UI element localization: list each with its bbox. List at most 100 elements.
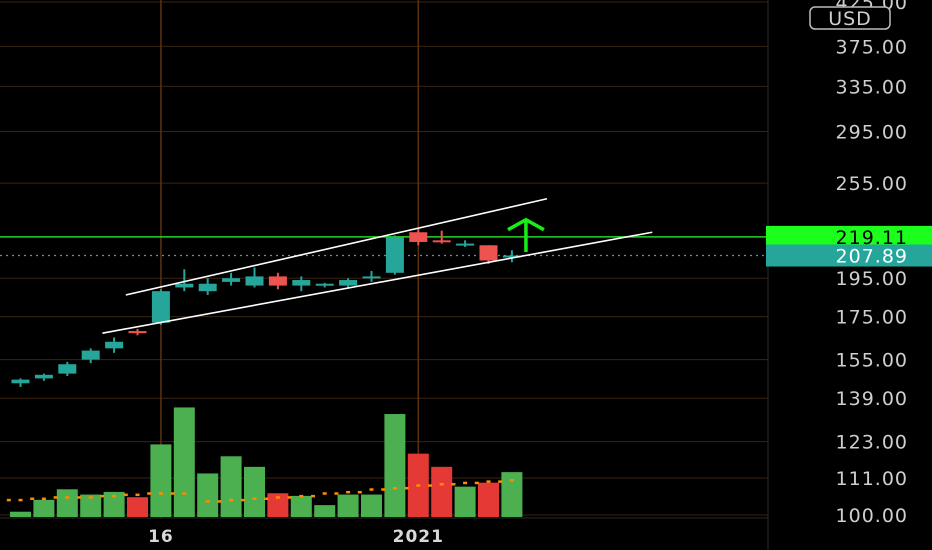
price-tick-label: 335.00 xyxy=(836,76,908,98)
volume-ma-dot xyxy=(30,497,35,501)
candle[interactable] xyxy=(479,245,498,264)
volume-ma-dot xyxy=(240,498,245,502)
candle[interactable] xyxy=(151,289,170,325)
candle[interactable] xyxy=(456,240,475,247)
candle[interactable] xyxy=(362,271,381,282)
volume-bar xyxy=(290,495,312,517)
currency-badge[interactable] xyxy=(809,6,891,30)
candle-body xyxy=(268,276,287,286)
price-tag: 207.89 xyxy=(766,244,932,268)
volume-bar xyxy=(197,473,219,517)
price-tick-label: 195.00 xyxy=(836,268,908,290)
candles[interactable] xyxy=(11,229,521,387)
price-tag-label: 207.89 xyxy=(836,246,908,268)
volume-ma-dot xyxy=(498,480,503,483)
volume-bar xyxy=(10,511,31,517)
candle[interactable] xyxy=(11,378,30,387)
candle-body xyxy=(502,255,521,258)
candle[interactable] xyxy=(315,282,334,288)
price-tick-label: 155.00 xyxy=(836,350,908,372)
candle[interactable] xyxy=(58,361,77,377)
candle[interactable] xyxy=(409,229,428,246)
annotations[interactable] xyxy=(507,217,545,252)
volume-bar xyxy=(220,456,242,517)
trendline[interactable] xyxy=(125,197,548,296)
volume-bar xyxy=(127,497,148,517)
volume-ma-dot xyxy=(147,492,152,495)
candle-body xyxy=(292,280,311,286)
volume-ma-dot xyxy=(474,481,479,485)
volume-bar xyxy=(431,466,453,517)
channel-trendlines[interactable] xyxy=(102,197,653,334)
volume-ma-dot xyxy=(357,490,362,494)
candle[interactable] xyxy=(34,373,53,381)
price-tick-label: 123.00 xyxy=(836,432,908,454)
candle[interactable] xyxy=(339,278,358,288)
volume-bar xyxy=(103,491,125,517)
volume-ma-dot xyxy=(287,496,292,499)
time-tick-label: 2021 xyxy=(393,527,444,547)
candle-body xyxy=(128,331,147,334)
candle-body xyxy=(432,240,451,243)
candle[interactable] xyxy=(105,337,124,353)
volume-bar xyxy=(244,466,265,517)
candle-body xyxy=(362,276,381,279)
volume-bar xyxy=(478,482,499,517)
volume-bar xyxy=(314,505,336,517)
volume-bar xyxy=(150,444,172,517)
up-arrow-marker[interactable] xyxy=(507,217,545,252)
volume-ma-dot xyxy=(170,492,175,495)
price-tag-bg xyxy=(766,244,932,267)
candle[interactable] xyxy=(222,272,241,286)
candle-body xyxy=(175,283,194,288)
volume-ma-dot xyxy=(123,493,128,497)
candle[interactable] xyxy=(268,272,287,290)
price-tick-label: 100.00 xyxy=(836,505,908,527)
volume-ma-dot xyxy=(264,497,269,501)
candle-body xyxy=(479,245,498,261)
volume-bar xyxy=(337,494,359,517)
candle-body xyxy=(222,278,241,282)
candle[interactable] xyxy=(198,278,217,295)
volume-bar xyxy=(33,499,55,517)
candle-body xyxy=(456,243,475,246)
candle-body xyxy=(409,232,428,242)
time-tick-label: 16 xyxy=(148,527,174,547)
volume-ma-dot xyxy=(65,496,70,499)
volume-ma-dot xyxy=(416,484,421,487)
volume-ma-dot xyxy=(217,500,222,503)
candle[interactable] xyxy=(128,328,147,336)
candle[interactable] xyxy=(292,276,311,292)
volume-ma-dot xyxy=(252,497,257,501)
candle[interactable] xyxy=(81,348,100,364)
candle-body xyxy=(105,341,124,349)
candle[interactable] xyxy=(502,250,521,263)
volume-ma-dot xyxy=(428,484,432,487)
price-tick-label: 139.00 xyxy=(836,388,908,410)
candle-body xyxy=(34,374,53,379)
volume-ma-dot xyxy=(311,494,315,498)
volume-ma-dot xyxy=(135,493,140,497)
price-lines xyxy=(0,236,768,257)
volume-ma-dot xyxy=(509,479,514,482)
candle-body xyxy=(11,379,30,384)
volume-ma-dot xyxy=(53,496,58,499)
candle[interactable] xyxy=(432,230,451,244)
volume-ma-dot xyxy=(158,492,163,495)
trendline[interactable] xyxy=(102,231,653,334)
candle[interactable] xyxy=(245,267,264,288)
volume-bar xyxy=(56,489,78,517)
volume-ma-dot xyxy=(182,492,187,495)
candle[interactable] xyxy=(175,269,194,292)
price-tag-label: 219.11 xyxy=(836,227,908,249)
volume-ma-dot xyxy=(369,488,374,491)
candle[interactable] xyxy=(385,235,404,275)
time-axis[interactable]: 16 2021 xyxy=(148,527,444,547)
candle-body xyxy=(151,291,170,323)
price-tick-label: 255.00 xyxy=(836,173,908,195)
volume-ma-dot xyxy=(41,497,46,501)
currency-label: USD xyxy=(828,8,872,30)
